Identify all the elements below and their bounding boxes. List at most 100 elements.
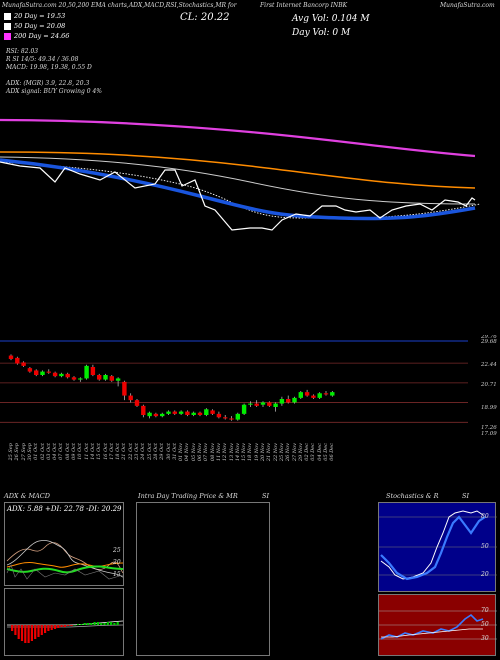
legend-item-ema200: 200 Day = 24.66 xyxy=(4,32,69,40)
intraday-panel-title: Intra Day Trading Price & MR xyxy=(138,492,238,500)
macd-bar xyxy=(100,623,103,625)
candle-body xyxy=(235,413,240,420)
macd-bar xyxy=(83,623,86,625)
candle-body xyxy=(172,411,177,414)
date-tick-label: 29 Oct xyxy=(159,443,166,460)
candle-body xyxy=(147,412,152,417)
candle-body xyxy=(27,368,33,372)
macd-panel xyxy=(4,588,124,656)
stochastics-panel: 80 50 20 xyxy=(378,502,497,592)
candle-body xyxy=(267,402,272,406)
candle-body xyxy=(241,404,247,414)
stoch-panel-si: SI xyxy=(462,492,470,500)
date-tick-label: 26 Sep xyxy=(14,443,21,461)
legend-swatch xyxy=(4,12,11,20)
legend-label: 200 Day = 24.66 xyxy=(14,32,70,40)
macd-bar xyxy=(17,625,20,639)
price-tick-label: 17.26 xyxy=(481,425,497,431)
date-tick-label: 30 Oct xyxy=(165,443,172,460)
date-tick-label: 17 Oct xyxy=(108,443,115,460)
candle-body xyxy=(260,402,266,405)
macd-bar xyxy=(27,625,30,643)
date-tick-label: 30 Sep xyxy=(26,443,33,461)
price-tick-label: 18.99 xyxy=(481,405,497,411)
candle-body xyxy=(40,371,45,375)
date-tick-label: 10 Oct xyxy=(77,443,84,460)
candle-body xyxy=(229,418,234,420)
date-tick-label: 29 Nov xyxy=(297,443,304,462)
price-line xyxy=(0,161,476,231)
date-tick-label: 07 Oct xyxy=(58,443,65,460)
date-tick-label: 02 Oct xyxy=(39,443,46,460)
date-tick-label: 21 Nov xyxy=(266,443,273,462)
candle-body xyxy=(122,381,127,396)
legend-item-ema50: 50 Day = 20.08 xyxy=(4,22,69,30)
date-tick-label: 22 Nov xyxy=(272,443,279,462)
candle-body xyxy=(178,411,184,414)
macd-bar xyxy=(40,625,43,635)
date-tick-label: 19 Nov xyxy=(253,443,260,462)
ema-chart xyxy=(0,118,481,231)
macd-bar xyxy=(24,625,27,643)
date-tick-label: 24 Oct xyxy=(140,443,147,460)
macd-bar xyxy=(96,622,99,625)
date-tick-label: 05 Nov xyxy=(190,443,197,462)
candle-body xyxy=(248,403,253,405)
intraday-panel xyxy=(136,502,270,656)
ema50-line xyxy=(0,156,476,205)
header-center: First Internet Bancorp INBK xyxy=(260,2,348,9)
date-tick-label: 12 Nov xyxy=(222,443,229,462)
stoch-tick: 20 xyxy=(481,571,489,578)
candle-body xyxy=(141,405,146,415)
candle-body xyxy=(185,411,190,415)
stoch-tick: 50 xyxy=(481,543,489,550)
rsi-tick: 50 xyxy=(481,621,489,628)
candle-body xyxy=(298,392,303,398)
legend-label: 50 Day = 20.08 xyxy=(14,22,66,30)
macd-bar xyxy=(103,623,106,625)
macd-bar xyxy=(70,625,73,626)
date-tick-label: 27 Sep xyxy=(20,443,27,461)
date-tick-label: 13 Nov xyxy=(228,443,235,462)
macd-bar xyxy=(93,622,96,625)
macd-bar xyxy=(63,625,66,627)
candle-body xyxy=(109,376,114,381)
candle-body xyxy=(317,393,322,398)
candle-body xyxy=(210,410,215,414)
macd-bar xyxy=(53,625,57,629)
macd-bar xyxy=(106,622,109,625)
date-tick-label: 11 Nov xyxy=(215,443,222,462)
candle-body xyxy=(304,392,310,396)
ema200-line xyxy=(0,118,476,158)
macd-bar xyxy=(20,625,24,641)
macd-bar xyxy=(30,625,33,641)
rsi-panel: 70 50 30 xyxy=(378,594,497,656)
adx-signal: ADX signal: BUY Growing 0 4% xyxy=(6,88,102,95)
date-tick-label: 21 Oct xyxy=(121,443,128,460)
macd-bar xyxy=(110,622,113,625)
macd-bar xyxy=(47,625,50,631)
price-tick-label: 17.09 xyxy=(481,431,497,435)
macd-bar xyxy=(50,625,53,630)
candle-body xyxy=(286,399,291,403)
price-tick-label: 22.44 xyxy=(480,362,497,368)
candle-body xyxy=(65,373,70,378)
rsi-mr-stat: R SI 14/5: 49.34 / 36.08 xyxy=(6,56,79,63)
date-tick-label: 25 Nov xyxy=(278,443,285,462)
avg-volume: Avg Vol: 0.104 M xyxy=(292,14,370,24)
macd-bar xyxy=(77,624,80,625)
adx-tick: 15 xyxy=(113,571,121,578)
stoch-panel-title: Stochastics & R xyxy=(386,492,439,500)
date-tick-label: 04 Nov xyxy=(184,443,191,462)
candle-body xyxy=(71,377,77,380)
stoch-tick: 80 xyxy=(481,513,489,520)
candle-body xyxy=(134,400,140,406)
macd-bar xyxy=(80,624,83,625)
date-tick-label: 27 Nov xyxy=(291,443,298,462)
macd-bar xyxy=(113,623,116,625)
date-tick-label: 08 Nov xyxy=(209,443,216,462)
candle-body xyxy=(204,409,209,415)
candle-body xyxy=(160,413,165,417)
candle-body xyxy=(34,370,39,375)
